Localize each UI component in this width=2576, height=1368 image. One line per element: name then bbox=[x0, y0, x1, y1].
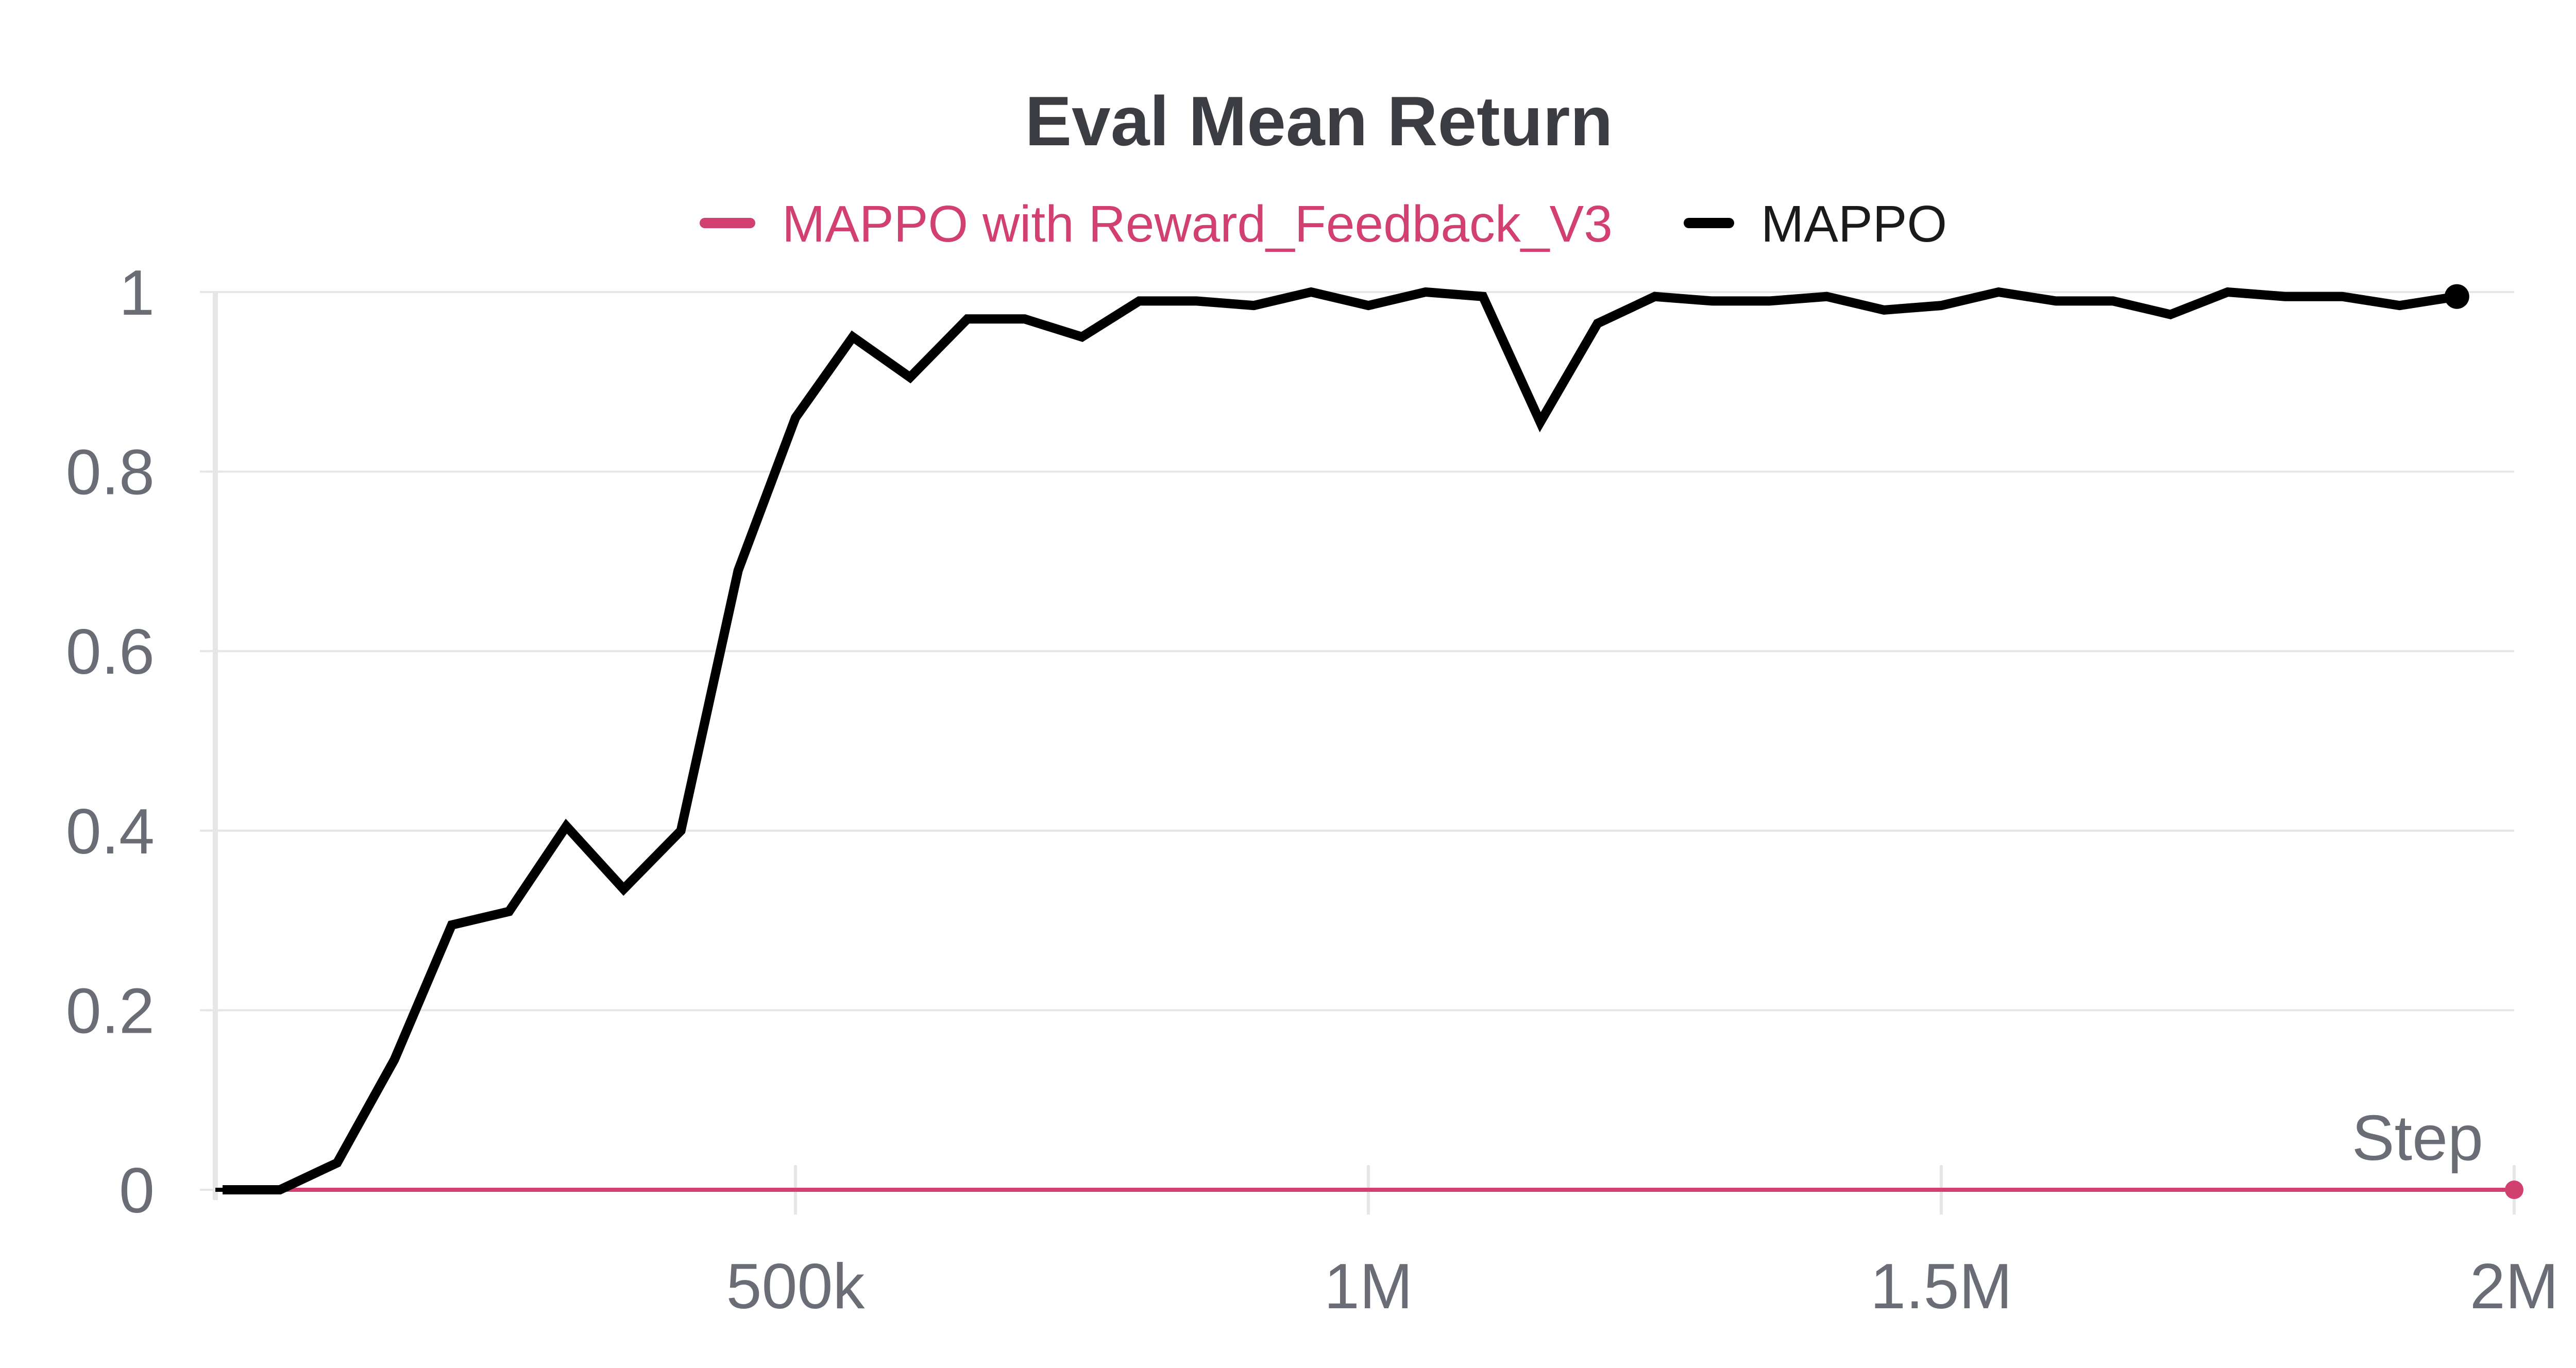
y-tick-label: 0 bbox=[119, 1155, 155, 1226]
axes bbox=[200, 291, 2516, 1215]
x-tick-label: 1M bbox=[1324, 1251, 1413, 1322]
tick-labels: 0 0.2 0.4 0.6 0.8 1 500k 1M 1.5M 2M bbox=[66, 258, 2559, 1322]
legend-label-mappo: MAPPO bbox=[1761, 195, 1947, 253]
y-tick-label: 0.2 bbox=[66, 976, 155, 1047]
x-axis-label: Step bbox=[2352, 1103, 2483, 1174]
chart-title: Eval Mean Return bbox=[1025, 82, 1613, 160]
legend-item-mappo[interactable]: MAPPO bbox=[1684, 195, 1947, 253]
series-end-marker bbox=[2444, 284, 2469, 309]
legend: MAPPO with Reward_Feedback_V3 MAPPO bbox=[700, 195, 1947, 253]
series-mappo bbox=[223, 284, 2469, 1194]
y-tick-label: 1 bbox=[119, 258, 155, 329]
y-tick-label: 0.8 bbox=[66, 437, 155, 508]
legend-item-mappo-with-reward-feedback-v3[interactable]: MAPPO with Reward_Feedback_V3 bbox=[700, 195, 1613, 253]
series-mappo-with-reward-feedback-v3 bbox=[223, 1181, 2523, 1199]
series-line bbox=[223, 287, 2458, 1194]
x-tick-label: 500k bbox=[726, 1251, 866, 1322]
x-tick-label: 1.5M bbox=[1870, 1251, 2012, 1322]
grid-lines bbox=[206, 291, 2514, 1012]
series-end-marker bbox=[2505, 1181, 2523, 1199]
plot-area bbox=[223, 284, 2523, 1199]
legend-label-mappo-with-reward-feedback-v3: MAPPO with Reward_Feedback_V3 bbox=[782, 195, 1613, 253]
y-tick-label: 0.6 bbox=[66, 617, 155, 688]
y-tick-label: 0.4 bbox=[66, 796, 155, 867]
x-tick-label: 2M bbox=[2470, 1251, 2558, 1322]
